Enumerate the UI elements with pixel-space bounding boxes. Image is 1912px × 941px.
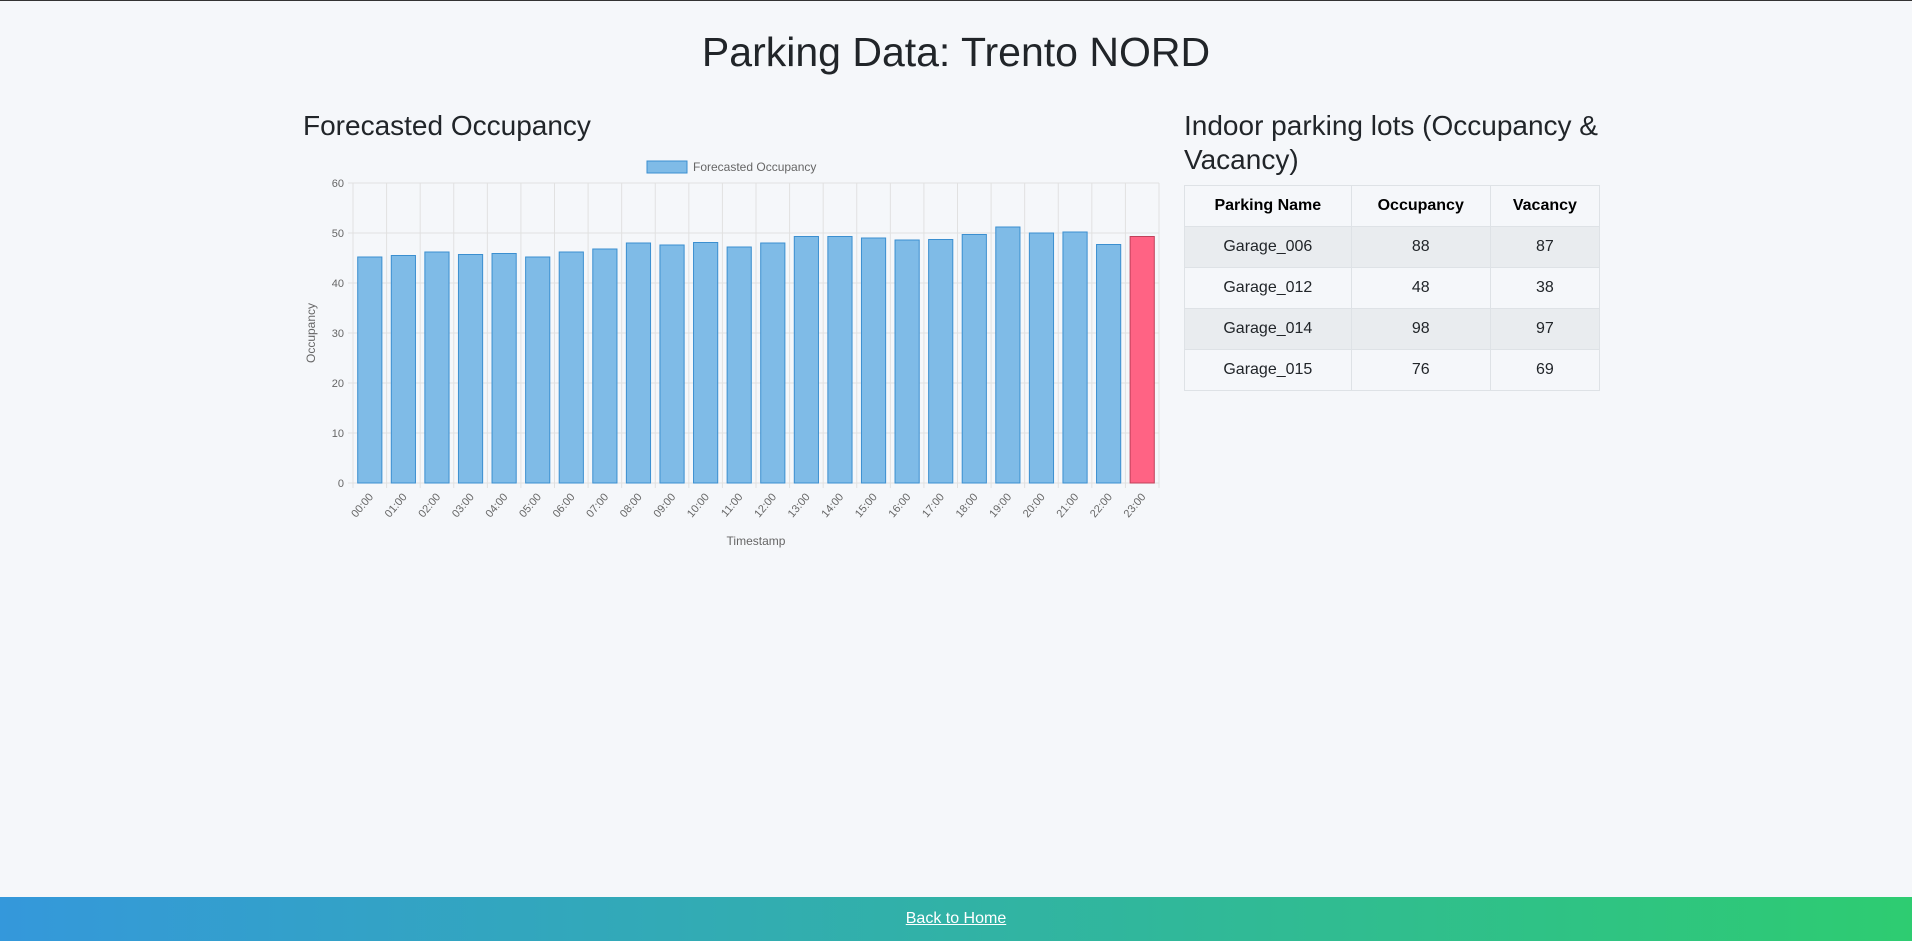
bar bbox=[1062, 231, 1088, 484]
cell-vacancy: 97 bbox=[1489, 308, 1601, 350]
header-parking-name: Parking Name bbox=[1184, 185, 1352, 227]
bar bbox=[726, 246, 752, 484]
back-to-home-link[interactable]: Back to Home bbox=[905, 910, 1007, 927]
x-tick-label: 18:00 bbox=[954, 491, 981, 520]
x-tick-label: 00:00 bbox=[349, 491, 376, 520]
cell-vacancy: 38 bbox=[1489, 267, 1601, 309]
y-tick-label: 20 bbox=[332, 378, 344, 390]
x-tick-label: 21:00 bbox=[1054, 491, 1081, 520]
bar bbox=[659, 244, 685, 484]
x-tick-label: 06:00 bbox=[551, 491, 578, 520]
bar bbox=[995, 226, 1021, 484]
footer-bar: Back to Home bbox=[0, 897, 1912, 941]
cell-occupancy: 48 bbox=[1350, 267, 1491, 309]
x-tick-label: 07:00 bbox=[584, 491, 611, 520]
y-tick-label: 40 bbox=[332, 278, 344, 290]
x-tick-label: 15:00 bbox=[853, 491, 880, 520]
y-tick-label: 50 bbox=[332, 228, 344, 240]
x-tick-label: 16:00 bbox=[887, 491, 914, 520]
x-tick-label: 04:00 bbox=[484, 491, 511, 520]
bar bbox=[693, 242, 719, 484]
bar bbox=[827, 236, 853, 484]
cell-parking-name: Garage_015 bbox=[1184, 349, 1352, 391]
bar bbox=[357, 256, 383, 484]
y-axis-title: Occupancy bbox=[304, 303, 318, 363]
bar bbox=[860, 237, 887, 484]
bar bbox=[558, 251, 584, 484]
y-tick-label: 0 bbox=[338, 478, 344, 490]
table-row: Garage_006 88 87 bbox=[1184, 226, 1601, 268]
x-tick-label: 22:00 bbox=[1088, 491, 1115, 520]
bar bbox=[424, 251, 450, 484]
x-tick-label: 12:00 bbox=[752, 491, 779, 520]
cell-vacancy: 69 bbox=[1489, 349, 1601, 391]
occupancy-chart: 0 10 20 30 40 50 60 00:00 01:00 02:00 03:00 04:00 05… bbox=[303, 151, 1163, 556]
bar bbox=[457, 254, 484, 484]
bar bbox=[592, 248, 618, 484]
bar bbox=[1028, 232, 1055, 484]
table-header-row: Parking Name Occupancy Vacancy bbox=[1184, 185, 1601, 227]
legend-swatch bbox=[646, 160, 688, 174]
bar bbox=[525, 256, 551, 484]
x-tick-label: 17:00 bbox=[920, 491, 947, 520]
x-tick-label: 19:00 bbox=[987, 491, 1014, 520]
cell-parking-name: Garage_012 bbox=[1184, 267, 1352, 309]
x-tick-label: 13:00 bbox=[786, 491, 813, 520]
chart-heading: Forecasted Occupancy bbox=[303, 110, 591, 141]
cell-occupancy: 76 bbox=[1350, 349, 1491, 391]
bar bbox=[760, 242, 786, 484]
table-heading: Indoor parking lots (Occupancy & Vacancy… bbox=[1184, 110, 1598, 175]
header-occupancy: Occupancy bbox=[1350, 185, 1491, 227]
x-tick-label: 03:00 bbox=[450, 491, 477, 520]
cell-occupancy: 88 bbox=[1350, 226, 1491, 268]
x-tick-label: 09:00 bbox=[651, 491, 678, 520]
cell-vacancy: 87 bbox=[1489, 226, 1601, 268]
cell-occupancy: 98 bbox=[1350, 308, 1491, 350]
bar bbox=[1096, 244, 1122, 484]
y-tick-label: 10 bbox=[332, 428, 344, 440]
x-tick-label: 20:00 bbox=[1021, 491, 1048, 520]
y-tick-label: 30 bbox=[332, 328, 344, 340]
x-tick-label: 02:00 bbox=[416, 491, 443, 520]
bar bbox=[961, 234, 987, 484]
table-row: Garage_012 48 38 bbox=[1184, 267, 1601, 309]
table-row: Garage_015 76 69 bbox=[1184, 349, 1601, 391]
x-tick-label: 23:00 bbox=[1122, 491, 1149, 520]
bar bbox=[894, 239, 920, 484]
x-tick-label: 05:00 bbox=[517, 491, 544, 520]
table-row: Garage_014 98 97 bbox=[1184, 308, 1601, 350]
bar bbox=[928, 239, 954, 484]
bar bbox=[491, 253, 517, 484]
bar bbox=[625, 242, 652, 484]
header-vacancy: Vacancy bbox=[1489, 185, 1601, 227]
page-title: Parking Data: Trento NORD bbox=[701, 29, 1211, 75]
legend-label: Forecasted Occupancy bbox=[693, 160, 816, 174]
cell-parking-name: Garage_014 bbox=[1184, 308, 1352, 350]
x-tick-label: 14:00 bbox=[819, 491, 846, 520]
cell-parking-name: Garage_006 bbox=[1184, 226, 1352, 268]
bar-chart-svg: 0 10 20 30 40 50 60 00:00 01:00 02:00 03:00 04:00 05… bbox=[304, 160, 1160, 548]
x-axis-title: Timestamp bbox=[727, 534, 786, 548]
x-tick-label: 11:00 bbox=[719, 491, 745, 519]
x-tick-label: 10:00 bbox=[685, 491, 712, 520]
bar bbox=[1129, 236, 1155, 484]
parking-table: Parking Name Occupancy Vacancy Garage_00… bbox=[1184, 185, 1601, 391]
x-tick-label: 08:00 bbox=[618, 491, 645, 520]
x-tick-label: 01:00 bbox=[383, 491, 410, 520]
bar bbox=[390, 255, 416, 484]
y-tick-label: 60 bbox=[332, 178, 344, 190]
bar bbox=[793, 236, 819, 484]
